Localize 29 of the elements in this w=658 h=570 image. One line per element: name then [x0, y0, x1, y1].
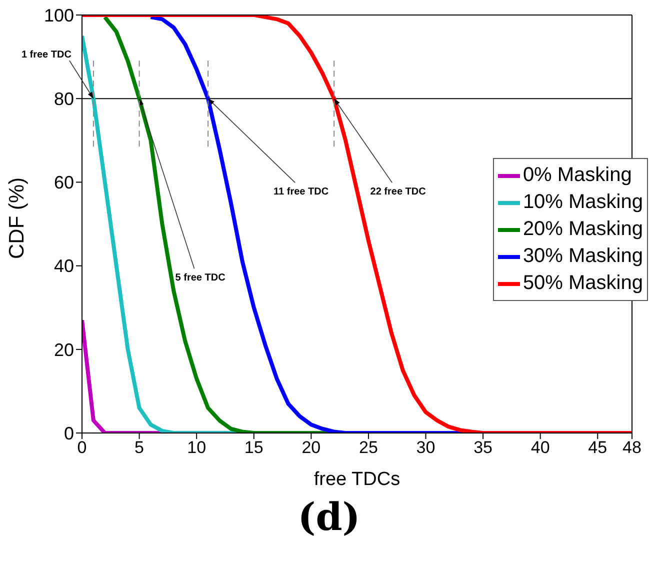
legend-label: 30% Masking: [522, 244, 643, 269]
x-tick-label: 20: [302, 438, 321, 458]
x-axis-title: free TDCs: [314, 469, 400, 490]
x-tick-label: 30: [416, 438, 436, 458]
y-tick-label: 20: [54, 340, 74, 360]
x-tick-label: 45: [588, 438, 608, 458]
x-tick-label: 15: [244, 438, 264, 458]
annotation: 1 free TDC: [21, 50, 72, 61]
legend-label: 50% Masking: [522, 271, 643, 296]
legend-label: 0% Masking: [522, 163, 632, 188]
x-tick-label: 48: [622, 438, 642, 458]
x-tick-label: 0: [77, 438, 87, 458]
x-tick-label: 40: [530, 438, 550, 458]
legend-label: 20% Masking: [522, 217, 643, 242]
text: (d): [296, 494, 362, 539]
y-tick-label: 100: [44, 5, 74, 26]
y-tick-label: 40: [54, 256, 74, 276]
x-tick-label: 5: [134, 438, 144, 458]
y-tick-label: 0: [64, 423, 74, 444]
x-tick-label: 10: [187, 438, 206, 458]
x-tick-label: 25: [358, 438, 378, 458]
annotation: 22 free TDC: [370, 186, 426, 198]
y-tick-label: 60: [54, 172, 74, 193]
x-tick-label: 35: [474, 438, 493, 458]
y-axis-title: CDF (%): [5, 177, 28, 259]
y-tick-label: 80: [54, 88, 74, 109]
annotation: 5 free TDC: [175, 272, 226, 284]
legend-label: 10% Masking: [522, 190, 643, 215]
annotation: 11 free TDC: [274, 186, 329, 198]
